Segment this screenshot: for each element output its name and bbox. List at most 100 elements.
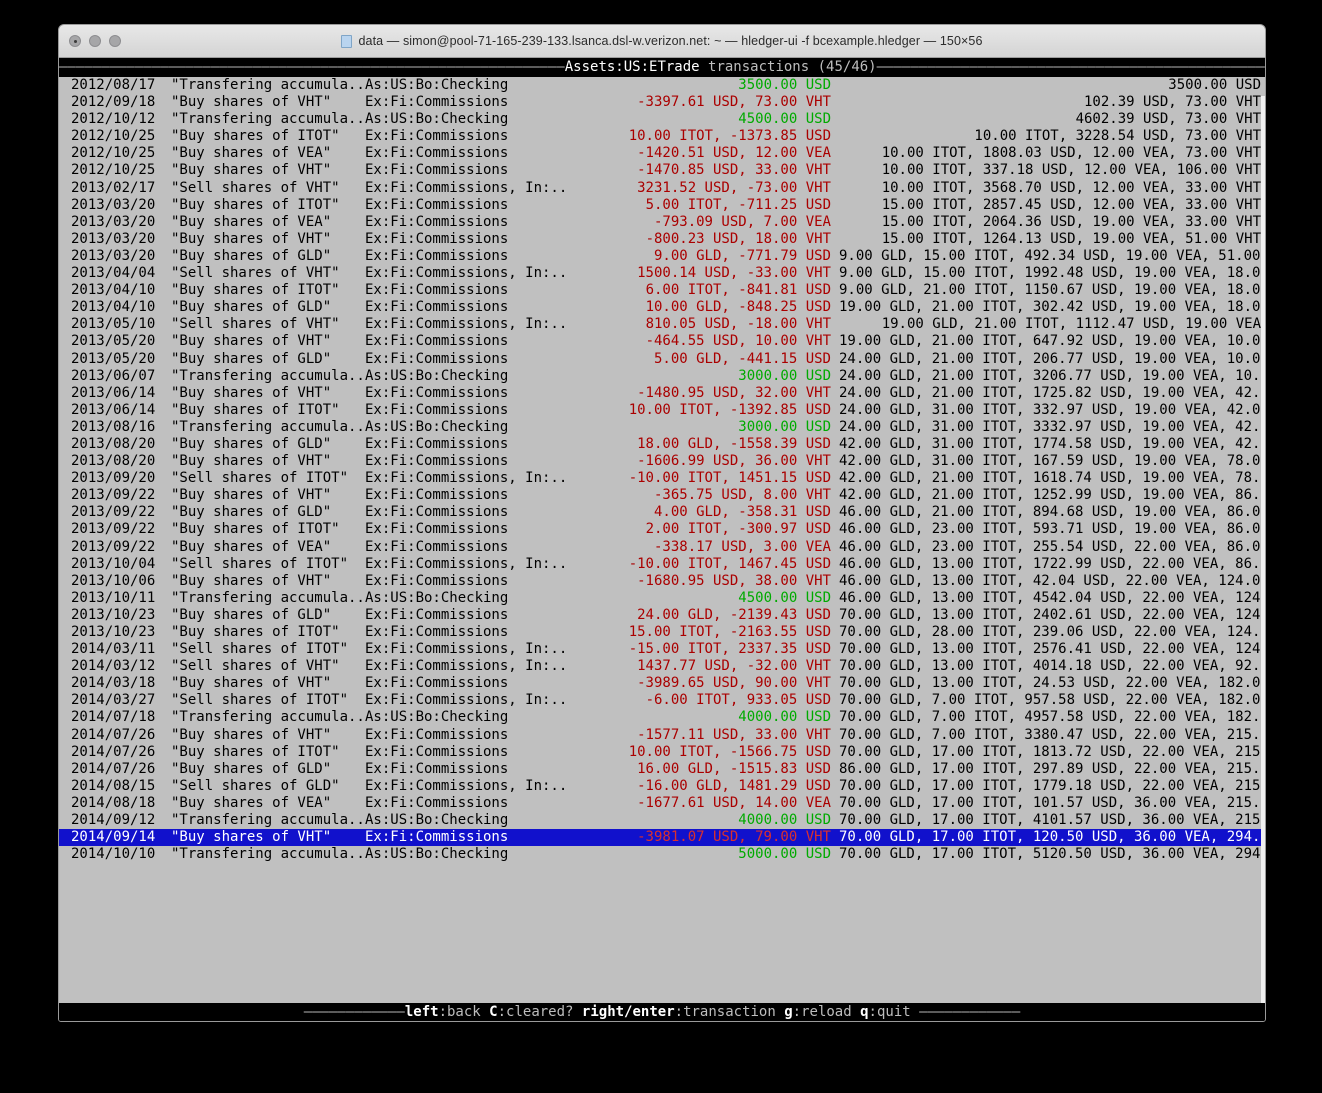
table-row[interactable]: 2013/03/20 "Buy shares of GLD" Ex:Fi:Commi…	[59, 248, 1265, 265]
table-row[interactable]: 2013/04/04 "Sell shares of VHT" Ex:Fi:Comm…	[59, 265, 1265, 282]
table-row[interactable]: 2013/03/20 "Buy shares of ITOT" Ex:Fi:Comm…	[59, 197, 1265, 214]
table-row[interactable]: 2012/09/18 "Buy shares of VHT" Ex:Fi:Commi…	[59, 94, 1265, 111]
table-row[interactable]: 2013/09/22 "Buy shares of ITOT" Ex:Fi:Comm…	[59, 521, 1265, 538]
table-row[interactable]: 2013/05/10 "Sell shares of VHT" Ex:Fi:Comm…	[59, 316, 1265, 333]
cell-accounts: Ex:Fi:Commissions	[365, 128, 509, 145]
cell-date: 2013/10/04	[71, 555, 156, 572]
table-row[interactable]: 2013/10/23 "Buy shares of ITOT" Ex:Fi:Comm…	[59, 624, 1265, 641]
minimize-button[interactable]	[89, 35, 101, 47]
footer-rule-left: ————————————	[303, 1004, 405, 1020]
cell-date: 2012/10/25	[71, 128, 156, 145]
table-row[interactable]: 2013/08/16 "Transfering accumula.. As:US:B…	[59, 419, 1265, 436]
cell-date: 2013/03/20	[71, 196, 156, 213]
table-row[interactable]: 2014/07/26 "Buy shares of GLD" Ex:Fi:Commi…	[59, 761, 1265, 778]
cell-description: "Sell shares of ITOT"	[171, 692, 349, 709]
footer-keybindings: left:back C:cleared? right/enter:transac…	[405, 1004, 919, 1020]
table-row-selected[interactable]: 2014/09/14 "Buy shares of VHT" Ex:Fi:Commi…	[59, 829, 1265, 847]
table-row[interactable]: 2013/02/17 "Sell shares of VHT" Ex:Fi:Comm…	[59, 180, 1265, 197]
table-row[interactable]: 2014/07/26 "Buy shares of ITOT" Ex:Fi:Comm…	[59, 744, 1265, 761]
table-row[interactable]: 2013/06/07 "Transfering accumula.. As:US:B…	[59, 368, 1265, 385]
hledger-header-bar: ————————————————————————————————————————…	[59, 58, 1265, 77]
cell-accounts: As:US:Bo:Checking	[365, 111, 509, 128]
table-row[interactable]: 2013/04/10 "Buy shares of GLD" Ex:Fi:Commi…	[59, 299, 1265, 316]
cell-date: 2013/10/23	[71, 624, 156, 640]
cell-description: "Buy shares of VHT"	[171, 453, 332, 470]
cell-description: "Buy shares of VHT"	[171, 675, 332, 692]
cell-description: "Transfering accumula..	[171, 846, 365, 863]
cell-description: "Buy shares of GLD"	[171, 504, 332, 521]
table-row[interactable]: 2013/09/20 "Sell shares of ITOT" Ex:Fi:Com…	[59, 470, 1265, 487]
table-row[interactable]: 2012/10/25 "Buy shares of VHT" Ex:Fi:Commi…	[59, 162, 1265, 179]
window-title: data — simon@pool-71-165-239-133.lsanca.…	[358, 34, 983, 48]
cell-description: "Buy shares of VEA"	[171, 538, 332, 555]
table-row[interactable]: 2012/10/25 "Buy shares of ITOT" Ex:Fi:Comm…	[59, 128, 1265, 145]
table-row[interactable]: 2013/03/20 "Buy shares of VHT" Ex:Fi:Commi…	[59, 231, 1265, 248]
table-row[interactable]: 2013/10/06 "Buy shares of VHT" Ex:Fi:Commi…	[59, 573, 1265, 590]
table-row[interactable]: 2013/09/22 "Buy shares of VHT" Ex:Fi:Commi…	[59, 487, 1265, 504]
cell-description: "Buy shares of ITOT"	[171, 196, 340, 213]
cell-description: "Buy shares of VEA"	[171, 145, 332, 162]
footer-sep: :	[868, 1004, 877, 1020]
table-row[interactable]: 2014/10/10 "Transfering accumula.. As:US:B…	[59, 846, 1265, 863]
table-row[interactable]: 2014/03/18 "Buy shares of VHT" Ex:Fi:Commi…	[59, 675, 1265, 692]
close-button[interactable]	[69, 35, 81, 47]
table-row[interactable]: 2013/10/04 "Sell shares of ITOT" Ex:Fi:Com…	[59, 556, 1265, 573]
cell-date: 2013/10/23	[71, 606, 156, 623]
table-row[interactable]: 2014/07/18 "Transfering accumula.. As:US:B…	[59, 709, 1265, 726]
window-titlebar[interactable]: data — simon@pool-71-165-239-133.lsanca.…	[59, 25, 1265, 58]
cell-date: 2013/09/20	[71, 470, 156, 487]
cell-date: 2013/05/20	[71, 350, 156, 367]
cell-date: 2012/10/25	[71, 162, 156, 179]
cell-amount: -1677.61 USD, 14.00 VEA	[637, 794, 831, 811]
cell-balance: 9.00 GLD, 15.00 ITOT, 492.34 USD, 19.00 …	[839, 247, 1261, 264]
table-row[interactable]: 2013/09/22 "Buy shares of VEA" Ex:Fi:Commi…	[59, 539, 1265, 556]
table-row[interactable]: 2013/09/22 "Buy shares of GLD" Ex:Fi:Commi…	[59, 504, 1265, 521]
table-row[interactable]: 2014/08/15 "Sell shares of GLD" Ex:Fi:Comm…	[59, 778, 1265, 795]
cell-description: "Buy shares of VHT"	[171, 487, 332, 504]
table-row[interactable]: 2013/05/20 "Buy shares of VHT" Ex:Fi:Commi…	[59, 333, 1265, 350]
cell-accounts: Ex:Fi:Commissions	[365, 230, 509, 247]
cell-amount: 5.00 GLD, -441.15 USD	[653, 350, 831, 367]
table-row[interactable]: 2013/03/20 "Buy shares of VEA" Ex:Fi:Commi…	[59, 214, 1265, 231]
cell-balance: 102.39 USD, 73.00 VHT	[1083, 94, 1261, 111]
cell-description: "Buy shares of VHT"	[171, 572, 332, 589]
cell-balance: 19.00 GLD, 21.00 ITOT, 1112.47 USD, 19.0…	[881, 316, 1261, 333]
footer-key-quit: q	[860, 1004, 869, 1020]
table-row[interactable]: 2014/03/12 "Sell shares of VHT" Ex:Fi:Comm…	[59, 658, 1265, 675]
cell-date: 2013/10/11	[71, 589, 156, 606]
cell-amount: -793.09 USD, 7.00 VEA	[653, 213, 831, 230]
table-row[interactable]: 2014/07/26 "Buy shares of VHT" Ex:Fi:Commi…	[59, 727, 1265, 744]
zoom-button[interactable]	[109, 35, 121, 47]
table-row[interactable]: 2014/03/11 "Sell shares of ITOT" Ex:Fi:Com…	[59, 641, 1265, 658]
cell-description: "Sell shares of ITOT"	[171, 555, 349, 572]
table-row[interactable]: 2013/06/14 "Buy shares of VHT" Ex:Fi:Commi…	[59, 385, 1265, 402]
table-row[interactable]: 2013/06/14 "Buy shares of ITOT" Ex:Fi:Comm…	[59, 402, 1265, 419]
cell-description: "Sell shares of ITOT"	[171, 641, 349, 658]
table-row[interactable]: 2012/08/17 "Transfering accumula.. As:US:B…	[59, 77, 1265, 94]
cell-balance: 24.00 GLD, 21.00 ITOT, 1725.82 USD, 19.0…	[839, 384, 1261, 401]
transactions-list[interactable]: 2012/08/17 "Transfering accumula.. As:US:B…	[59, 77, 1265, 863]
table-row[interactable]: 2013/10/23 "Buy shares of GLD" Ex:Fi:Commi…	[59, 607, 1265, 624]
table-row[interactable]: 2014/09/12 "Transfering accumula.. As:US:B…	[59, 812, 1265, 829]
table-row[interactable]: 2012/10/25 "Buy shares of VEA" Ex:Fi:Commi…	[59, 145, 1265, 162]
cell-balance: 9.00 GLD, 21.00 ITOT, 1150.67 USD, 19.00…	[839, 282, 1261, 299]
table-row[interactable]: 2013/10/11 "Transfering accumula.. As:US:B…	[59, 590, 1265, 607]
table-row[interactable]: 2013/05/20 "Buy shares of GLD" Ex:Fi:Commi…	[59, 351, 1265, 368]
header-rule-right: ————————————————————————————————————————…	[876, 59, 1265, 75]
table-row[interactable]: 2013/08/20 "Buy shares of GLD" Ex:Fi:Commi…	[59, 436, 1265, 453]
cell-balance: 42.00 GLD, 31.00 ITOT, 167.59 USD, 19.00…	[839, 453, 1261, 470]
table-row[interactable]: 2012/10/12 "Transfering accumula.. As:US:B…	[59, 111, 1265, 128]
cell-accounts: Ex:Fi:Commissions	[365, 504, 509, 521]
cell-accounts: Ex:Fi:Commissions, In:..	[365, 641, 565, 658]
cell-balance: 70.00 GLD, 17.00 ITOT, 1779.18 USD, 22.0…	[839, 777, 1261, 794]
cell-date: 2012/09/18	[71, 94, 156, 111]
transactions-pane[interactable]: 2012/08/17 "Transfering accumula.. As:US:B…	[59, 77, 1265, 1003]
table-row[interactable]: 2013/04/10 "Buy shares of ITOT" Ex:Fi:Comm…	[59, 282, 1265, 299]
cell-accounts: Ex:Fi:Commissions, In:..	[365, 555, 565, 572]
cell-amount: 9.00 GLD, -771.79 USD	[653, 247, 831, 264]
table-row[interactable]: 2014/08/18 "Buy shares of VEA" Ex:Fi:Commi…	[59, 795, 1265, 812]
table-row[interactable]: 2013/08/20 "Buy shares of VHT" Ex:Fi:Commi…	[59, 453, 1265, 470]
cell-balance: 10.00 ITOT, 3568.70 USD, 12.00 VEA, 33.0…	[881, 179, 1261, 196]
scrollbar-gutter[interactable]	[1261, 96, 1265, 1003]
table-row[interactable]: 2014/03/27 "Sell shares of ITOT" Ex:Fi:Com…	[59, 692, 1265, 709]
